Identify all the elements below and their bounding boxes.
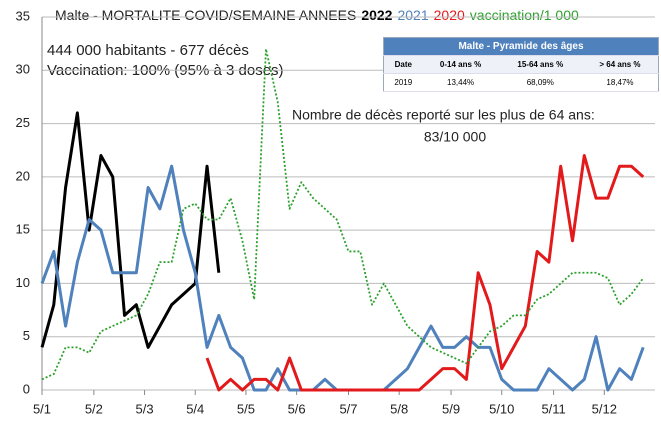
annotation: 83/10 000 xyxy=(424,129,486,145)
x-tick-label: 5/4 xyxy=(186,401,204,416)
chart-title-legend: Malte - MORTALITE COVID/SEMAINE ANNEES 20… xyxy=(55,7,579,23)
x-tick-label: 5/5 xyxy=(237,401,255,416)
legend-entry: 2020 xyxy=(434,7,465,23)
x-tick-label: 5/8 xyxy=(390,401,408,416)
table-cell: 13,44% xyxy=(422,73,499,92)
inset-table: Malte - Pyramide des âges Date 0-14 ans %… xyxy=(383,37,659,92)
table-header-cell: 15-64 ans % xyxy=(498,55,582,74)
y-tick-label: 15 xyxy=(16,222,30,237)
y-tick-label: 0 xyxy=(23,381,30,396)
table-header: Date 0-14 ans % 15-64 ans % > 64 ans % xyxy=(383,55,659,74)
x-tick-label: 5/12 xyxy=(592,401,617,416)
annotation: Nombre de décès reporté sur les plus de … xyxy=(292,107,595,123)
y-tick-label: 25 xyxy=(16,115,30,130)
y-tick-label: 10 xyxy=(16,275,30,290)
table-title: Malte - Pyramide des âges xyxy=(383,37,659,56)
x-tick-label: 5/10 xyxy=(489,401,514,416)
x-tick-label: 5/1 xyxy=(33,401,51,416)
y-tick-label: 20 xyxy=(16,168,30,183)
series-line xyxy=(205,154,645,392)
table-header-cell: > 64 ans % xyxy=(581,55,659,74)
x-tick-label: 5/6 xyxy=(288,401,306,416)
series-line xyxy=(40,164,645,392)
legend-entry: vaccination/1 000 xyxy=(470,7,579,23)
y-tick-label: 5 xyxy=(23,328,30,343)
legend-entry: 2021 xyxy=(397,7,428,23)
x-tick-label: 5/11 xyxy=(541,401,565,416)
x-tick-label: 5/7 xyxy=(339,401,357,416)
series-line xyxy=(40,111,221,349)
x-tick-label: 5/9 xyxy=(442,401,460,416)
chart-title: Malte - MORTALITE COVID/SEMAINE ANNEES xyxy=(55,7,356,23)
annotation: 444 000 habitants - 677 décès xyxy=(47,42,249,59)
table-cell: 18,47% xyxy=(581,73,659,92)
x-tick-label: 5/3 xyxy=(136,401,154,416)
series-line xyxy=(41,48,644,381)
legend-entry: 2022 xyxy=(361,7,392,23)
table-cell: 68,09% xyxy=(498,73,582,92)
table-cell: 2019 xyxy=(383,73,423,92)
table-header-cell: Date xyxy=(383,55,423,74)
table-header-cell: 0-14 ans % xyxy=(422,55,499,74)
y-tick-label: 30 xyxy=(16,62,30,77)
x-tick-label: 5/2 xyxy=(85,401,103,416)
table-row: 2019 13,44% 68,09% 18,47% xyxy=(383,73,659,92)
y-tick-label: 35 xyxy=(16,8,30,23)
